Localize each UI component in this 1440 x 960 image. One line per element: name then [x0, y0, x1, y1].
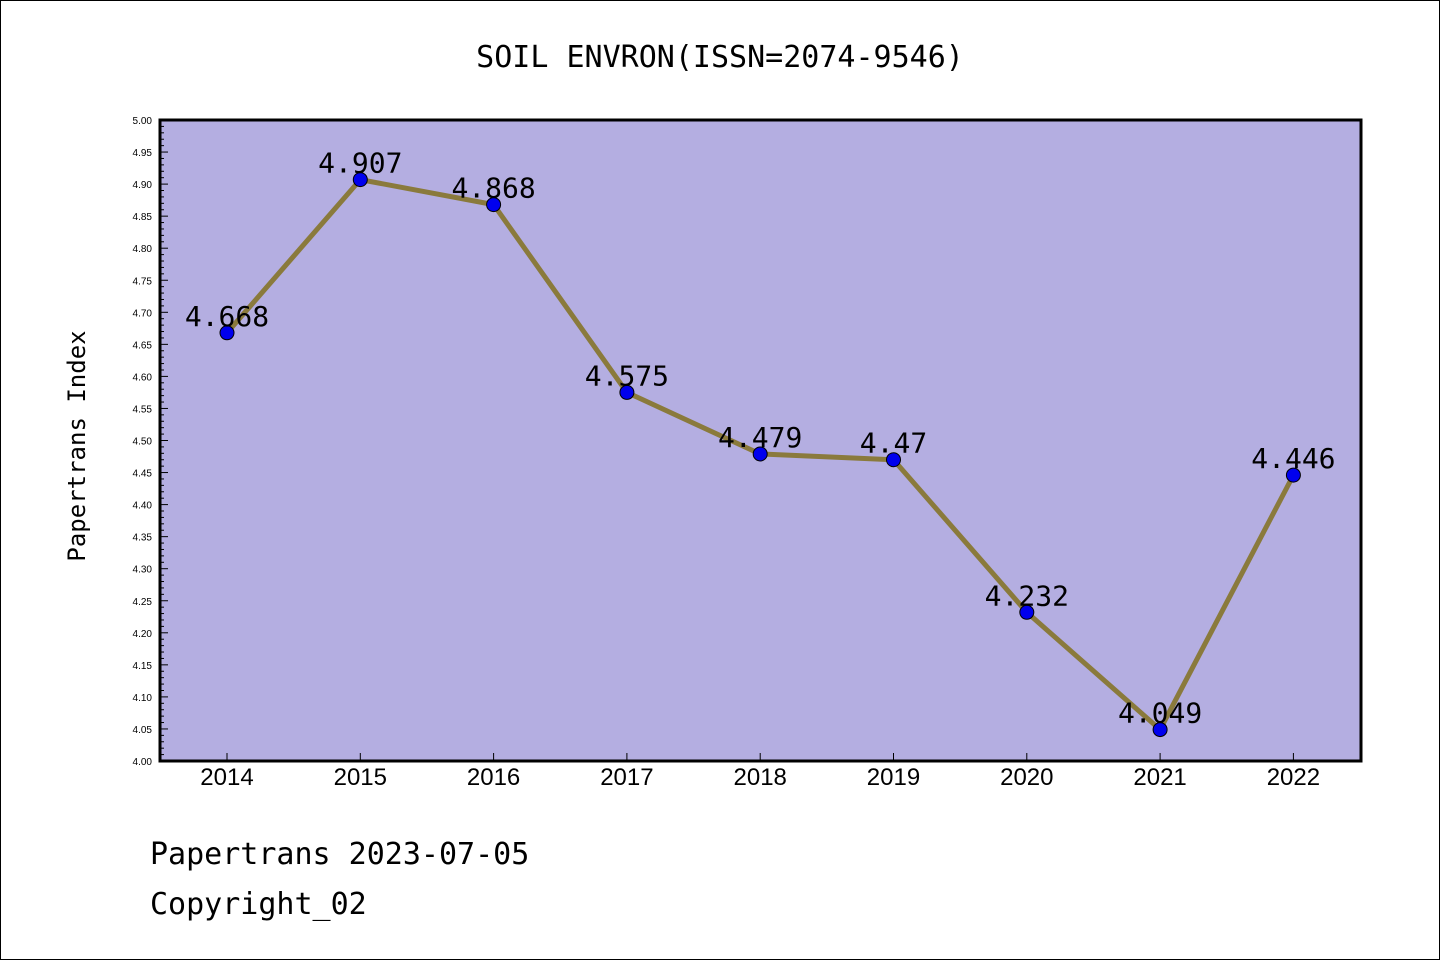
x-tick-label: 2017 — [600, 764, 653, 791]
y-tick-label: 4.95 — [133, 148, 153, 159]
chart-title: SOIL ENVRON(ISSN=2074-9546) — [476, 40, 964, 75]
x-tick-label: 2014 — [200, 764, 253, 791]
y-tick-label: 4.65 — [133, 340, 153, 351]
data-label: 4.232 — [985, 579, 1069, 612]
y-tick-label: 4.45 — [133, 469, 153, 480]
data-point — [752, 446, 768, 462]
y-tick-label: 4.60 — [133, 372, 153, 383]
data-label: 4.868 — [451, 172, 535, 205]
x-tick-label: 2021 — [1133, 764, 1186, 791]
data-label: 4.575 — [585, 359, 669, 392]
series-markers — [219, 172, 1301, 738]
y-tick-label: 4.70 — [133, 308, 153, 319]
y-tick-label: 5.00 — [133, 116, 153, 127]
x-tick-label: 2019 — [867, 764, 920, 791]
y-tick-label: 4.25 — [133, 597, 153, 608]
y-tick-label: 4.80 — [133, 244, 153, 255]
data-label: 4.049 — [1118, 697, 1202, 730]
footer-copyright: Copyright_02 — [150, 887, 367, 922]
y-tick-label: 4.20 — [133, 629, 153, 640]
y-tick-label: 4.30 — [133, 565, 153, 576]
x-axis: 2014 2015 2016 2017 2018 2019 2020 2021 2022 — [200, 753, 1320, 791]
data-point — [486, 197, 502, 213]
data-point — [1019, 604, 1035, 620]
footer-date: Papertrans 2023-07-05 — [150, 837, 529, 872]
data-label: 4.907 — [318, 147, 402, 180]
data-point — [1285, 467, 1301, 483]
data-point — [352, 172, 368, 188]
data-point — [619, 384, 635, 400]
plot-area — [158, 118, 1363, 763]
x-tick-label: 2018 — [734, 764, 787, 791]
data-point — [886, 452, 901, 468]
data-label: 4.479 — [718, 421, 802, 454]
x-tick-label: 2022 — [1267, 764, 1320, 791]
y-tick-label: 4.90 — [133, 180, 153, 191]
data-label: 4.446 — [1251, 442, 1335, 475]
y-tick-label: 4.50 — [133, 437, 153, 448]
y-tick-label: 4.85 — [133, 212, 153, 223]
y-tick-label: 4.55 — [133, 404, 153, 415]
y-tick-label: 4.05 — [133, 725, 153, 736]
y-tick-label: 4.00 — [133, 757, 153, 768]
y-axis-label: Papertrans Index — [63, 330, 91, 561]
y-tick-label: 4.10 — [133, 693, 153, 704]
data-label: 4.668 — [185, 300, 269, 333]
y-axis: 4.00 4.05 4.10 4.15 4.20 4.25 4.30 4.35 4.40 4.45… — [133, 116, 168, 768]
y-tick-label: 4.15 — [133, 661, 153, 672]
x-tick-label: 2016 — [467, 764, 520, 791]
data-point — [219, 325, 235, 341]
x-tick-label: 2020 — [1000, 764, 1053, 791]
data-point — [1152, 722, 1168, 738]
y-tick-label: 4.75 — [133, 276, 153, 287]
y-tick-label: 4.40 — [133, 501, 153, 512]
data-labels: 4.668 4.907 4.868 4.575 4.479 4.47 4.232 4.049 4… — [185, 147, 1336, 730]
y-tick-label: 4.35 — [133, 533, 153, 544]
x-tick-label: 2015 — [334, 764, 387, 791]
data-label: 4.47 — [860, 427, 927, 460]
